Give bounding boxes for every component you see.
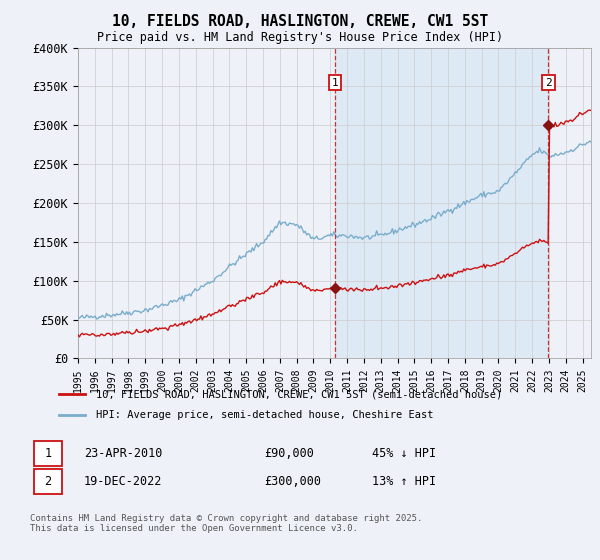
Text: 23-APR-2010: 23-APR-2010 xyxy=(84,447,163,460)
Text: 13% ↑ HPI: 13% ↑ HPI xyxy=(372,475,436,488)
Text: £90,000: £90,000 xyxy=(264,447,314,460)
Text: £300,000: £300,000 xyxy=(264,475,321,488)
Text: Contains HM Land Registry data © Crown copyright and database right 2025.
This d: Contains HM Land Registry data © Crown c… xyxy=(30,514,422,533)
Bar xyxy=(335,48,548,358)
Text: 10, FIELDS ROAD, HASLINGTON, CREWE, CW1 5ST (semi-detached house): 10, FIELDS ROAD, HASLINGTON, CREWE, CW1 … xyxy=(95,389,502,399)
Text: 2: 2 xyxy=(545,78,552,87)
Text: 2: 2 xyxy=(44,475,52,488)
Text: 19-DEC-2022: 19-DEC-2022 xyxy=(84,475,163,488)
Text: 1: 1 xyxy=(44,447,52,460)
Text: Price paid vs. HM Land Registry's House Price Index (HPI): Price paid vs. HM Land Registry's House … xyxy=(97,31,503,44)
Text: 10, FIELDS ROAD, HASLINGTON, CREWE, CW1 5ST: 10, FIELDS ROAD, HASLINGTON, CREWE, CW1 … xyxy=(112,14,488,29)
Text: 45% ↓ HPI: 45% ↓ HPI xyxy=(372,447,436,460)
Text: HPI: Average price, semi-detached house, Cheshire East: HPI: Average price, semi-detached house,… xyxy=(95,410,433,420)
Text: 1: 1 xyxy=(332,78,339,87)
